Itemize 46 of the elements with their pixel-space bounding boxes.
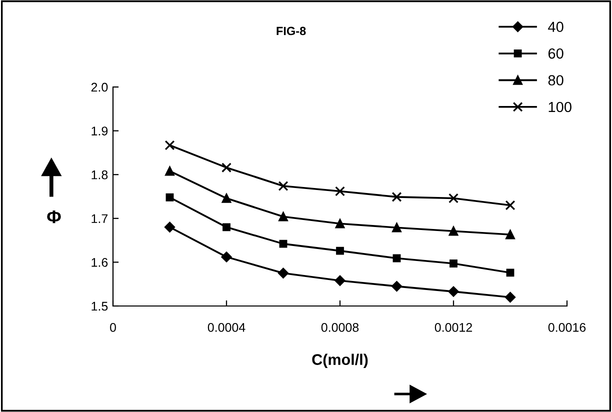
- point: [334, 275, 346, 286]
- point: [165, 166, 174, 176]
- point: [166, 193, 174, 202]
- x-tick-label: 0.0012: [434, 322, 472, 332]
- point: [336, 246, 344, 255]
- legend-label: 80: [548, 75, 564, 86]
- legend-label: 40: [548, 22, 564, 32]
- x-axis-title: C(mol/l): [312, 354, 368, 368]
- y-tick-label: 1.8: [92, 170, 108, 180]
- x-tick-label: 0.0008: [321, 322, 359, 332]
- point: [222, 162, 232, 173]
- point: [448, 286, 459, 297]
- point: [222, 223, 230, 232]
- point: [506, 230, 515, 240]
- point: [278, 212, 288, 222]
- point: [164, 222, 176, 232]
- point: [450, 260, 458, 268]
- point: [505, 200, 516, 210]
- point: [335, 219, 345, 228]
- point: [278, 180, 288, 191]
- point: [392, 222, 402, 232]
- chart-title: FIG-8: [276, 26, 306, 36]
- x-tick-label: 0.0004: [208, 322, 246, 332]
- x-tick-label: 0.0016: [548, 322, 586, 332]
- point: [221, 252, 232, 262]
- legend-label: 100: [548, 102, 572, 112]
- y-tick-label: 1.5: [92, 302, 108, 311]
- point: [448, 226, 458, 236]
- point: [278, 268, 289, 278]
- legend-label: 60: [548, 48, 564, 59]
- y-tick-label: 1.7: [92, 214, 108, 223]
- y-tick-label: 2.0: [91, 82, 108, 92]
- x-tick-label: 0: [110, 322, 116, 332]
- y-tick-label: 1.6: [92, 258, 108, 267]
- y-axis-title: Φ: [47, 210, 61, 224]
- point: [392, 254, 401, 262]
- point: [222, 194, 232, 203]
- y-tick-label: 1.9: [92, 126, 108, 136]
- point: [506, 268, 514, 277]
- point: [335, 186, 345, 196]
- point: [391, 281, 402, 292]
- point: [448, 193, 458, 204]
- point: [392, 192, 402, 202]
- point: [504, 292, 516, 302]
- point: [164, 140, 175, 150]
- point: [279, 240, 288, 248]
